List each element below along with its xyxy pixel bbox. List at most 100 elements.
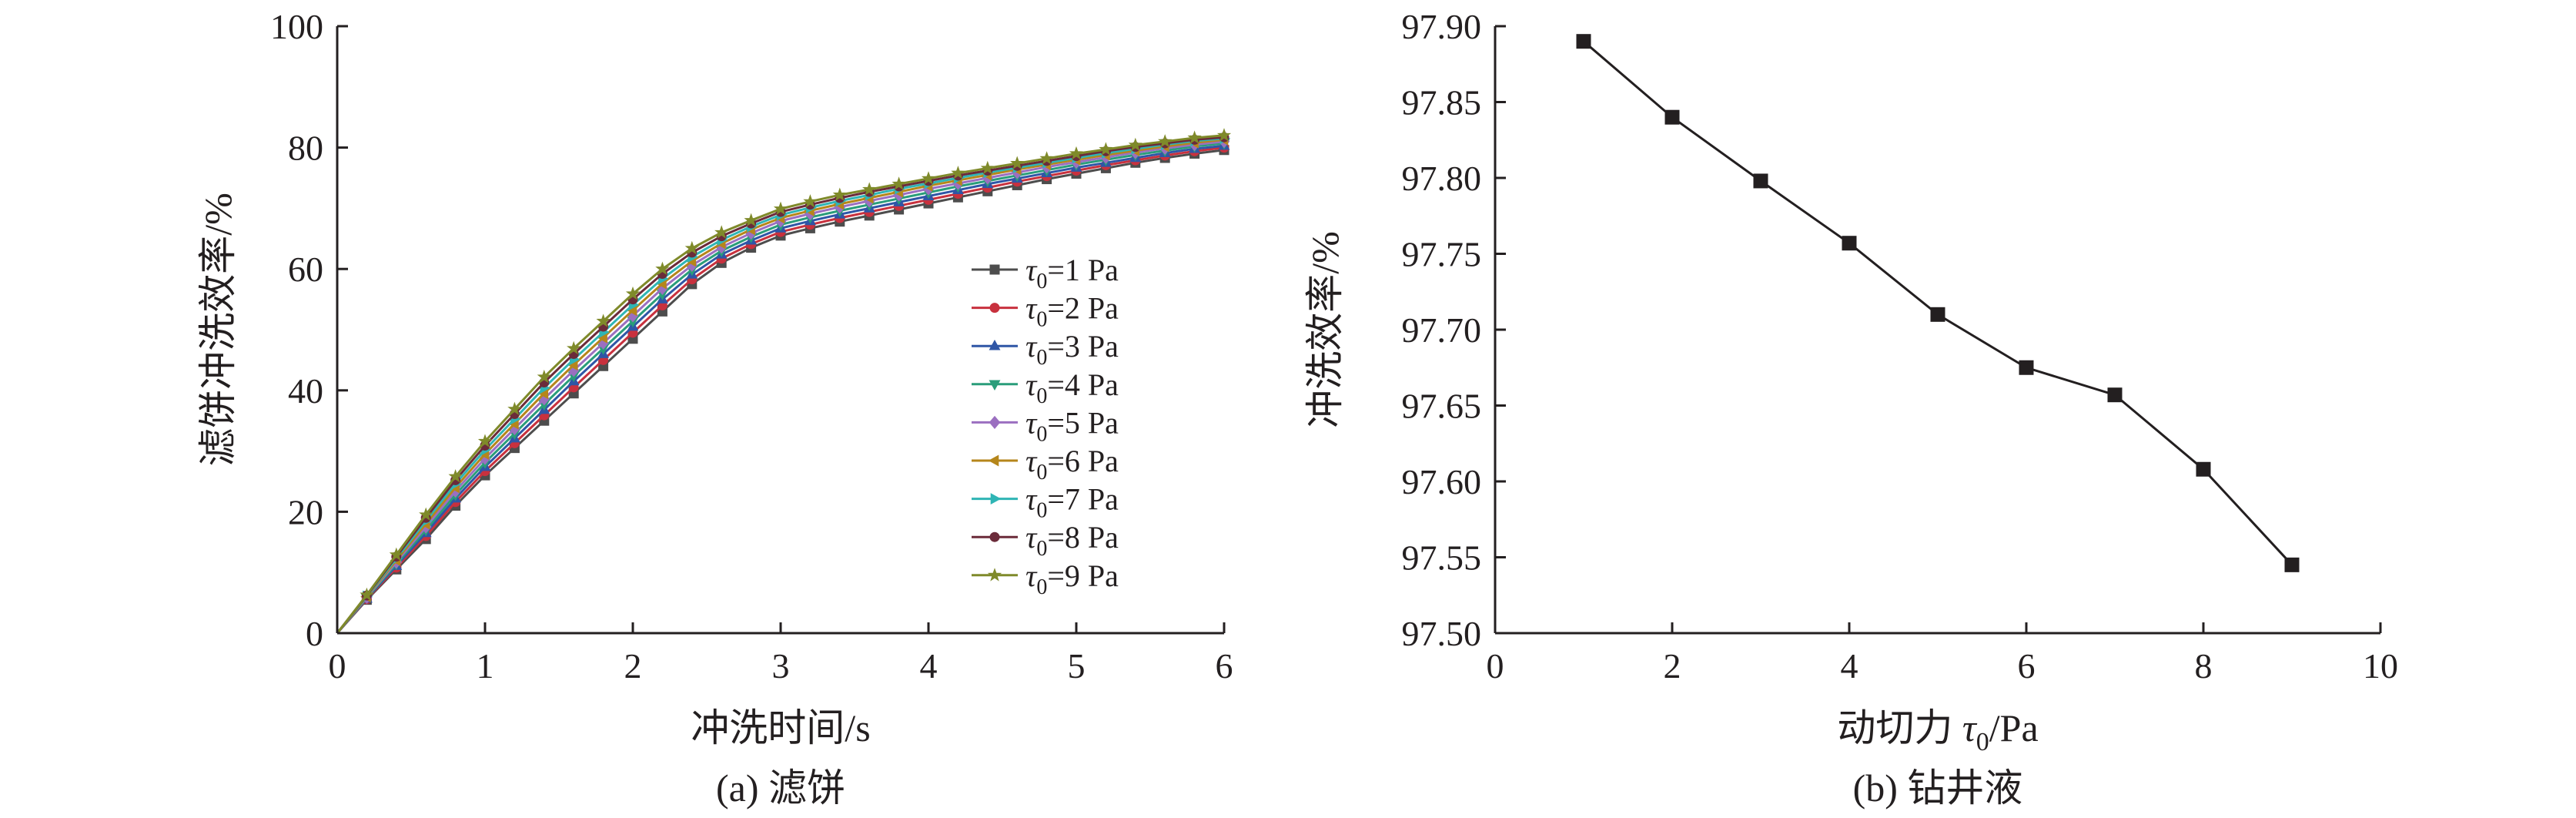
chart-a-data-point: [832, 187, 847, 201]
chart-a-data-point: [1158, 134, 1173, 148]
chart-a-legend-item: τ0=2 Pa: [972, 291, 1119, 332]
chart-a-data-point: [1128, 137, 1142, 152]
chart-b-axes: 0 2 4 6 8 10 97.50 97.55 97.60 97.65 97.70 97.75 97.…: [1402, 7, 2399, 686]
chart-a-legend-label: τ0=8 Pa: [1025, 520, 1119, 561]
chart-b-data-point: [2196, 461, 2211, 477]
chart-a-data-point: [744, 213, 758, 226]
chart-b-series-line: [1583, 40, 2293, 566]
chart-a-legend-marker: [988, 454, 999, 467]
chart-a-y-axis-label: 滤饼冲洗效率/%: [196, 193, 239, 467]
chart-a-data-point: [714, 225, 729, 239]
chart-b-data-point: [1576, 34, 1591, 49]
chart-b-y-tick-label: 97.70: [1402, 310, 1482, 350]
chart-a-legend-symbol: τ: [1025, 482, 1038, 517]
chart-b-data-point: [1753, 173, 1768, 189]
chart-a-legend-symbol: τ: [1025, 367, 1038, 402]
chart-b-x-tick-label: 10: [2363, 646, 2398, 686]
chart-b-y-tick-label: 97.65: [1402, 387, 1482, 426]
chart-a-data-point: [892, 176, 906, 190]
chart-a-data-point: [625, 286, 641, 300]
chart-a-legend-symbol: τ: [1025, 329, 1038, 364]
chart-a-legend-index: 0: [1036, 346, 1047, 370]
chart-b-x-axis-label-index: 0: [1976, 728, 1989, 756]
chart-a-data-point: [596, 313, 611, 327]
chart-b-y-tick-label: 97.50: [1402, 614, 1482, 653]
chart-a-legend-value: =5 Pa: [1047, 405, 1119, 440]
chart-a-legend-symbol: τ: [1025, 520, 1038, 555]
chart-a-data-point: [507, 401, 522, 416]
chart-a-data-point: [1099, 142, 1113, 156]
chart-b-x-tick-label: 4: [1841, 646, 1858, 686]
chart-a-legend-item: τ0=3 Pa: [972, 329, 1119, 370]
chart-a-y-tick-label: 60: [288, 250, 323, 289]
chart-a-legend-value: =1 Pa: [1047, 253, 1119, 287]
chart-a-legend-label: τ0=7 Pa: [1025, 482, 1119, 523]
chart-a-x-tick-label: 3: [772, 646, 790, 686]
chart-a-x-tick-label: 6: [1216, 646, 1233, 686]
chart-b-data-point: [2284, 557, 2300, 572]
chart-a-legend-marker: [989, 531, 1000, 542]
chart-a-legend-label: τ0=4 Pa: [1025, 367, 1119, 408]
chart-a-legend-item: τ0=5 Pa: [972, 405, 1119, 446]
chart-b-y-tick-label: 97.90: [1402, 7, 1482, 46]
chart-a-legend-item: τ0=7 Pa: [972, 482, 1119, 523]
chart-a-legend-value: =4 Pa: [1047, 367, 1119, 402]
chart-a-legend-marker: [990, 493, 1002, 505]
chart-a-data-point: [803, 194, 818, 208]
chart-a-legend-index: 0: [1036, 422, 1047, 446]
chart-a-y-tick-label: 0: [306, 614, 323, 653]
chart-a-data-point: [1187, 130, 1202, 144]
chart-a-legend-marker: [989, 339, 1001, 350]
chart-a-series-9: [336, 128, 1232, 634]
chart-a-data-point: [537, 369, 551, 384]
chart-b-x-tick-label: 8: [2195, 646, 2213, 686]
chart-b-x-axis-label-main: 动切力: [1837, 706, 1962, 749]
chart-a-data-point: [1216, 128, 1232, 142]
chart-a-data-point: [448, 469, 463, 483]
chart-a-x-tick-label: 2: [624, 646, 642, 686]
chart-b-x-tick-label: 6: [2018, 646, 2036, 686]
chart-a-legend-value: =8 Pa: [1047, 520, 1119, 555]
chart-a-y-tick-label: 80: [288, 129, 323, 168]
chart-a-legend-index: 0: [1036, 308, 1047, 332]
chart-a-legend-item: τ0=6 Pa: [972, 444, 1119, 484]
chart-a-legend-item: τ0=1 Pa: [972, 253, 1119, 293]
chart-a-legend-marker: [989, 415, 1001, 429]
chart-a-legend-item: τ0=9 Pa: [972, 558, 1119, 599]
chart-a-legend-label: τ0=9 Pa: [1025, 558, 1119, 599]
chart-a-legend-item: τ0=4 Pa: [972, 367, 1119, 408]
chart-a-legend-value: =7 Pa: [1047, 482, 1119, 517]
chart-a-x-tick-label: 0: [329, 646, 346, 686]
chart-a-legend-label: τ0=2 Pa: [1025, 291, 1119, 332]
chart-a-legend-index: 0: [1036, 499, 1047, 523]
chart-a-legend-label: τ0=1 Pa: [1025, 253, 1119, 293]
chart-a-legend-value: =2 Pa: [1047, 291, 1119, 326]
chart-a-data-point: [1010, 156, 1025, 169]
chart-b-data-point: [2019, 360, 2034, 375]
chart-a-x-tick-label: 5: [1068, 646, 1086, 686]
chart-b-series-group: [1576, 34, 2300, 572]
chart-a-x-tick-label: 4: [920, 646, 938, 686]
chart-a-legend-symbol: τ: [1025, 444, 1038, 478]
chart-b-x-axis-label-unit: /Pa: [1989, 706, 2039, 749]
chart-a-legend-marker: [987, 568, 1002, 582]
chart-b-y-tick-label: 97.75: [1402, 235, 1482, 274]
chart-b-data-point: [1842, 236, 1857, 251]
chart-a-data-point: [684, 240, 699, 255]
chart-b-y-tick-label: 97.80: [1402, 159, 1482, 198]
chart-a-x-tick-label: 1: [477, 646, 494, 686]
chart-a-legend-symbol: τ: [1025, 405, 1038, 440]
chart-a-legend-index: 0: [1036, 575, 1047, 599]
chart-a-legend-marker: [989, 380, 1001, 391]
chart-a-legend-label: τ0=5 Pa: [1025, 405, 1119, 446]
chart-a-data-point: [862, 182, 877, 196]
chart-a-legend-marker: [989, 264, 1000, 275]
chart-a-series-group: [336, 128, 1232, 634]
chart-b-x-tick-label: 0: [1487, 646, 1504, 686]
chart-b-data-point: [2107, 387, 2123, 403]
chart-b-y-tick-label: 97.55: [1402, 538, 1482, 578]
chart-a-data-point: [655, 261, 670, 276]
